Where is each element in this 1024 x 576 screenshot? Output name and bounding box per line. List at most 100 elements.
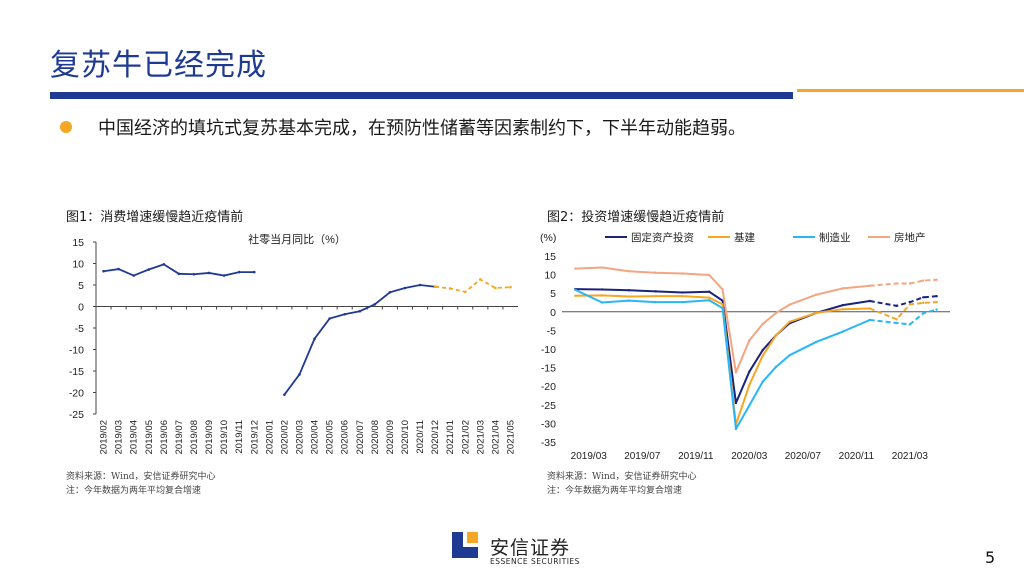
chart2-data-point: [627, 299, 631, 302]
chart1-x-tick-label: 2020/09: [385, 420, 396, 454]
chart1-data-point: [433, 285, 437, 289]
chart1-data-point: [132, 274, 135, 277]
chart2-data-point: [574, 288, 577, 292]
logo-name-cn: 安信证券: [490, 537, 571, 559]
chart1-figure-title: 图1：消费增速缓慢趋近疫情前: [66, 210, 244, 225]
chart2-data-point: [748, 383, 751, 387]
chart2-data-point: [721, 303, 724, 306]
title-underline-blue: [50, 92, 793, 99]
chart1-x-tick-label: 2019/09: [204, 420, 215, 454]
chart1-x-tick-label: 2021/03: [475, 420, 486, 454]
chart2-data-point: [574, 267, 577, 270]
chart2-series-line-dashed: [869, 295, 937, 307]
chart2-y-tick-label: -15: [541, 363, 556, 375]
chart2-data-point: [908, 300, 912, 304]
chart2-data-point: [707, 296, 711, 299]
chart2-x-tick-label: 2019/03: [571, 451, 608, 462]
chart1-source-note: 资料来源：Wind，安信证券研究中心: [66, 472, 216, 482]
chart2-data-point: [774, 365, 778, 369]
chart2-data-point: [935, 308, 938, 311]
chart2-data-point: [908, 303, 912, 306]
chart2-series-line: [575, 266, 870, 374]
chart1-y-tick-label: -15: [69, 366, 84, 378]
chart2-note: 注：今年数据为两年平均复合增速: [547, 486, 683, 496]
chart2-legend-label: 制造业: [819, 231, 851, 244]
chart1-x-tick-label: 2020/11: [415, 420, 426, 454]
chart2-investment: (%) 15 10 5 0 -5 -10 -15 -20 -25 -30 -35 2019/03 2019…: [540, 231, 950, 462]
page-number: 5: [985, 548, 996, 567]
chart1-data-point: [479, 278, 482, 281]
chart1-data-point: [373, 303, 377, 306]
chart1-data-point: [494, 286, 497, 290]
chart1-y-tick-label: 5: [78, 280, 84, 292]
chart1-data-point: [313, 337, 316, 341]
chart1-series-line-two-year-avg: [435, 278, 511, 293]
chart1-data-point: [207, 271, 211, 275]
chart1-data-point: [509, 285, 512, 289]
chart1-x-tick-label: 2019/10: [219, 420, 230, 454]
chart1-data-point: [298, 373, 301, 376]
chart2-data-point: [868, 299, 871, 303]
chart1-note: 注：今年数据为两年平均复合增速: [66, 486, 202, 496]
chart1-data-point: [252, 270, 256, 274]
chart1-y-tick-label: 0: [78, 302, 84, 314]
chart2-x-tick-label: 2020/03: [731, 451, 768, 462]
chart1-x-tick-label: 2019/05: [144, 420, 155, 454]
chart2-y-tick-label: -35: [541, 437, 556, 449]
chart2-data-point: [574, 294, 577, 298]
chart1-x-tick-label: 2019/11: [234, 420, 245, 454]
chart1-data-point: [328, 317, 331, 320]
chart1-x-tick-label: 2021/02: [460, 420, 471, 454]
chart2-data-point: [868, 284, 871, 287]
chart2-data-point: [721, 299, 724, 302]
chart2-data-point: [895, 282, 898, 285]
chart1-x-tick-label: 2021/04: [490, 420, 501, 454]
chart2-y-tick-label: 15: [544, 251, 556, 263]
chart1-data-point: [117, 267, 120, 271]
chart2-data-point: [654, 300, 657, 304]
chart1-data-point: [343, 312, 346, 316]
page-title: 复苏牛已经完成: [50, 48, 267, 83]
bullet-dot-icon: [60, 121, 72, 133]
chart1-x-tick-label: 2020/10: [400, 420, 411, 454]
chart1-data-point: [177, 272, 181, 276]
chart2-data-point: [922, 296, 925, 299]
chart1-data-point: [192, 272, 196, 276]
chart2-data-point: [654, 271, 657, 274]
chart1-x-tick-label: 2021/01: [445, 420, 456, 454]
chart1-series-line-retail: [283, 284, 436, 396]
chart1-x-tick-label: 2020/01: [264, 420, 275, 454]
chart2-series-line-dashed: [869, 278, 937, 287]
chart2-data-point: [707, 290, 711, 293]
chart1-y-tick-label: -20: [69, 388, 84, 400]
chart2-data-point: [935, 278, 938, 282]
chart1-x-tick-label: 2020/08: [370, 420, 381, 454]
chart2-data-point: [788, 303, 791, 306]
chart1-data-point: [283, 393, 286, 396]
chart2-data-point: [868, 318, 871, 322]
chart2-data-point: [761, 322, 764, 326]
chart2-data-point: [841, 307, 845, 311]
chart2-data-point: [935, 294, 938, 298]
chart2-data-point: [654, 290, 657, 293]
chart1-data-point: [147, 268, 151, 271]
chart2-data-point: [761, 348, 764, 352]
chart1-data-point: [162, 263, 166, 266]
chart2-data-point: [627, 270, 631, 273]
essence-logo-icon: [452, 532, 478, 558]
chart2-data-point: [600, 288, 604, 291]
chart2-data-point: [841, 287, 845, 290]
chart1-x-tick-label: 2020/03: [294, 420, 305, 454]
chart2-data-point: [908, 323, 912, 326]
chart2-data-point: [600, 266, 604, 269]
chart2-y-tick-label: -5: [547, 325, 556, 337]
chart2-data-point: [895, 304, 898, 308]
chart2-legend-label: 基建: [734, 231, 755, 244]
chart1-x-tick-label: 2020/07: [355, 420, 366, 454]
bullet-text: 中国经济的填坑式复苏基本完成，在预防性储蓄等因素制约下，下半年动能趋弱。: [98, 118, 746, 139]
chart1-x-tick-label: 2021/05: [505, 420, 516, 454]
chart2-data-point: [681, 294, 684, 298]
chart1-consumption: 社零当月同比（%） 15 10 5 0 -5 -10 -15 -20 -25 2019/02 2019…: [69, 232, 518, 454]
chart2-data-point: [721, 306, 724, 310]
chart1-x-tick-label: 2019/06: [159, 420, 170, 454]
